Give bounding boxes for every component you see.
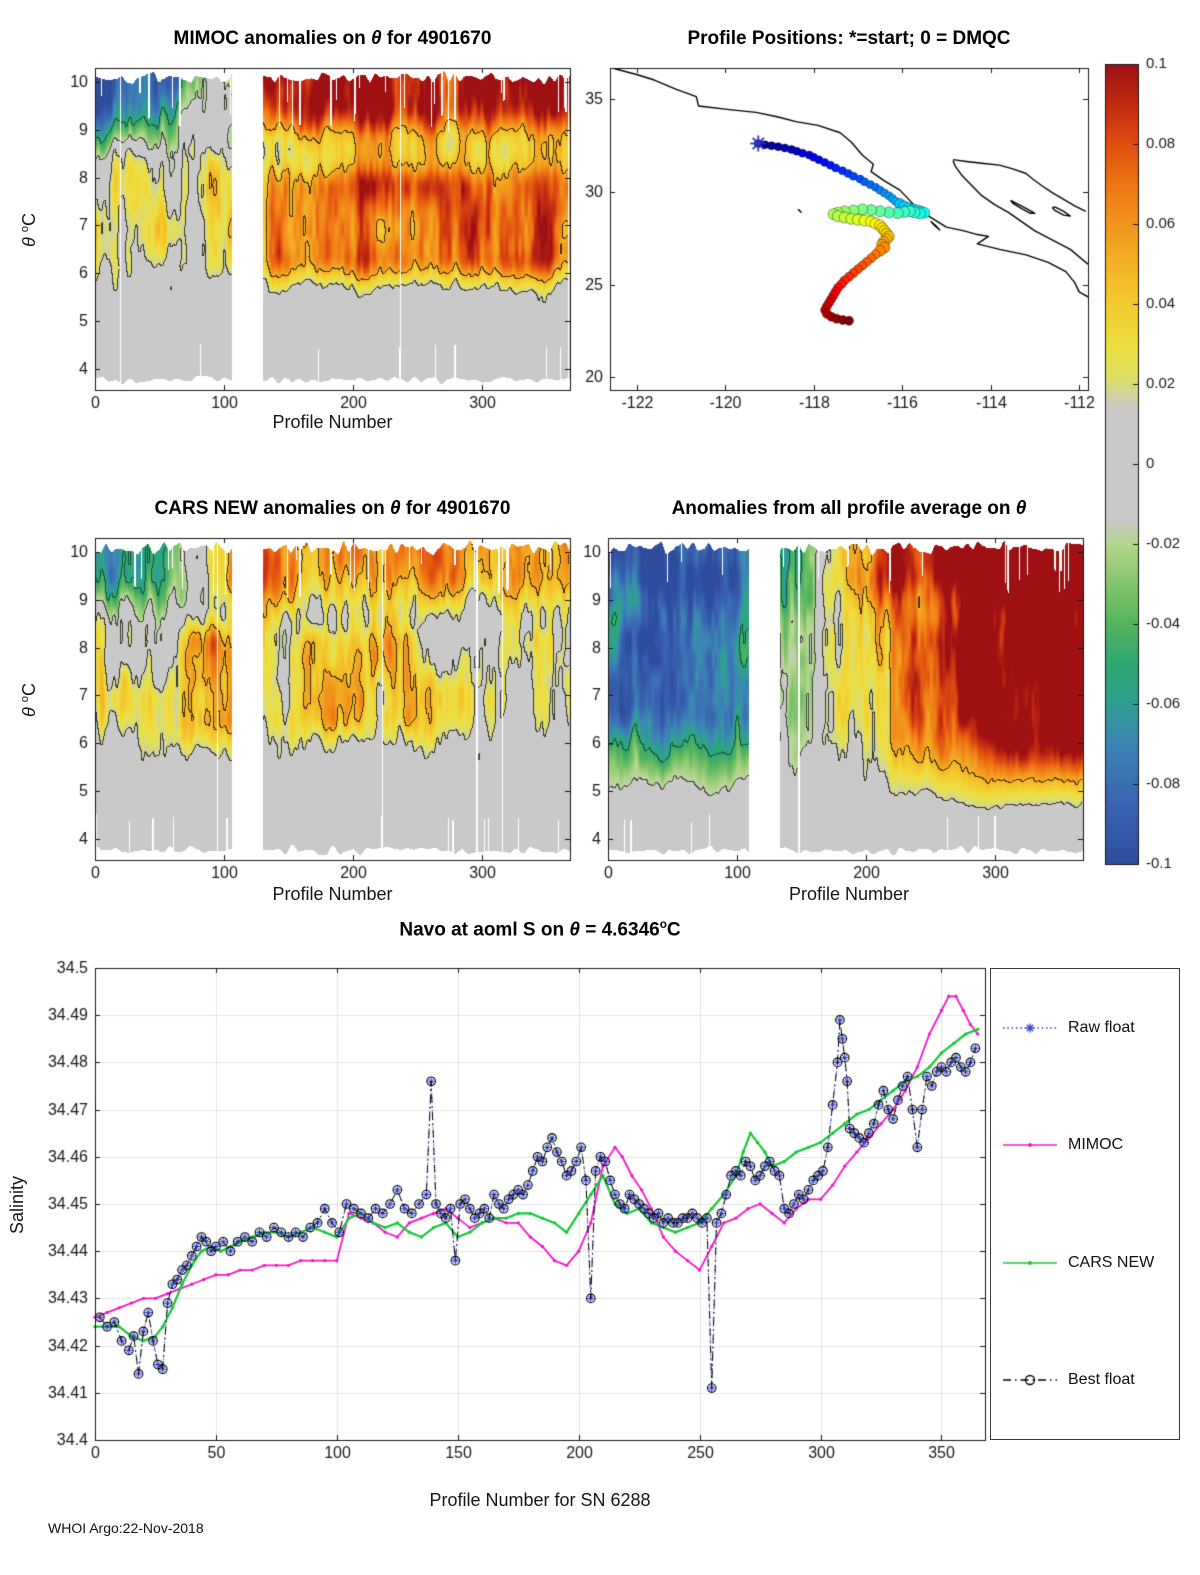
cars-anomaly-heatmap (35, 530, 585, 885)
cars-panel-title: CARS NEW anomalies on θ for 4901670 (154, 498, 511, 519)
legend-box: Raw float MIMOC CARS NEW Best float (990, 968, 1180, 1440)
legend-item-best-float: Best float (1001, 1369, 1179, 1392)
mimoc-xlabel: Profile Number (272, 412, 393, 432)
cars-xlabel: Profile Number (272, 884, 393, 904)
legend-label-mimoc: MIMOC (1068, 1136, 1124, 1154)
legend-item-mimoc: MIMOC (1001, 1134, 1179, 1157)
raw-float-legend-sample-icon (1001, 1016, 1059, 1039)
mimoc-ylabel: θ oC (19, 213, 39, 247)
legend-item-raw-float: Raw float (1001, 1016, 1179, 1039)
figure-footer-text: WHOI Argo:22-Nov-2018 (48, 1520, 204, 1536)
mimoc-legend-sample-icon (1001, 1134, 1059, 1157)
salinity-ylabel: Salinity (7, 1175, 27, 1235)
best-float-legend-sample-icon (1001, 1369, 1059, 1392)
salinity-timeseries-plot (20, 950, 1020, 1490)
legend-label-best-float: Best float (1068, 1371, 1135, 1389)
cars-new-legend-sample-icon (1001, 1251, 1059, 1274)
salinity-xlabel: Profile Number for SN 6288 (429, 1490, 651, 1510)
allprof-panel-title: Anomalies from all profile average on θ (671, 498, 1027, 519)
profile-average-anomaly-heatmap (548, 530, 1098, 885)
mimoc-panel-title: MIMOC anomalies on θ for 4901670 (173, 28, 492, 49)
salinity-panel-title: Navo at aoml S on θ = 4.6346oC (399, 918, 681, 941)
legend-label-raw-float: Raw float (1068, 1018, 1135, 1036)
allprof-xlabel: Profile Number (788, 884, 910, 904)
anomaly-colorbar (1095, 58, 1200, 878)
map-panel-title: Profile Positions: *=start; 0 = DMQC (687, 28, 1011, 49)
cars-ylabel: θ oC (19, 683, 39, 717)
profile-positions-map (548, 60, 1098, 415)
legend-label-cars-new: CARS NEW (1068, 1253, 1155, 1271)
mimoc-anomaly-heatmap (35, 60, 585, 415)
legend-item-cars-new: CARS NEW (1001, 1251, 1179, 1274)
